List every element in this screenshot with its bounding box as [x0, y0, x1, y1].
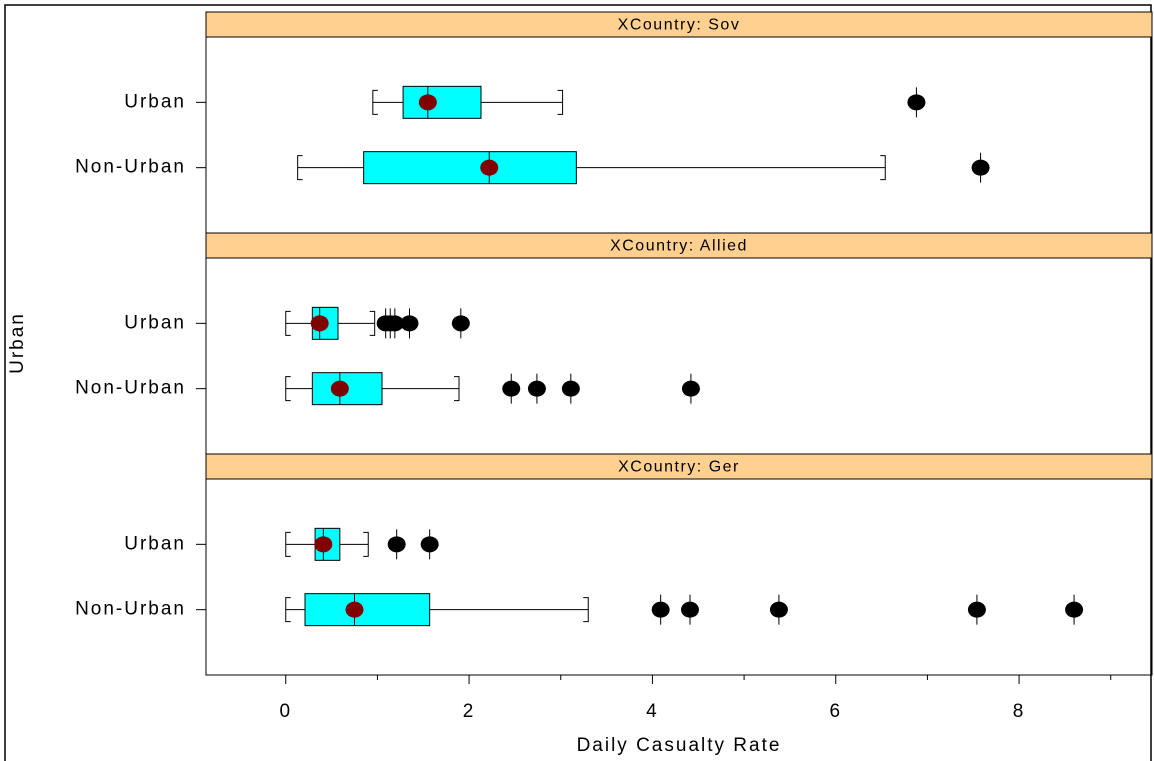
- flier: [681, 380, 700, 397]
- whisker-cap: [372, 89, 378, 115]
- box: [304, 593, 431, 627]
- whisker-cap: [454, 376, 460, 402]
- flier: [967, 601, 986, 618]
- whisker-cap: [285, 310, 291, 336]
- flier: [420, 536, 439, 553]
- y-tick-label: Non-Urban: [75, 599, 186, 620]
- flier: [681, 601, 699, 618]
- y-tick-label: Urban: [124, 312, 186, 333]
- flier: [1065, 601, 1084, 618]
- x-tick-label: 4: [646, 701, 659, 722]
- whisker-cap: [285, 531, 291, 557]
- strip: [205, 232, 1153, 259]
- strip-title: XCountry: Allied: [610, 238, 748, 255]
- whisker-cap: [557, 89, 564, 115]
- x-axis-label: Daily Casualty Rate: [577, 735, 782, 756]
- mean-marker: [418, 94, 437, 111]
- mean-marker: [314, 536, 333, 553]
- flier: [907, 94, 926, 111]
- y-axis-label: Urban: [7, 312, 28, 374]
- flier: [385, 315, 404, 332]
- x-tick-label: 2: [463, 701, 476, 722]
- box: [363, 151, 577, 185]
- y-tick-label: Non-Urban: [75, 378, 186, 399]
- whisker-cap: [369, 310, 376, 336]
- flier: [527, 380, 546, 397]
- y-tick-label: Non-Urban: [75, 157, 186, 178]
- whisker-cap: [583, 597, 589, 623]
- mean-marker: [310, 315, 329, 332]
- whisker-cap: [285, 597, 291, 623]
- whisker-cap: [297, 155, 303, 181]
- mean-marker: [345, 601, 364, 618]
- flier: [502, 380, 521, 397]
- flier: [400, 315, 419, 332]
- y-tick-label: Urban: [124, 91, 186, 112]
- mean-marker: [330, 380, 349, 397]
- panel: [205, 257, 1153, 455]
- whisker-cap: [285, 376, 291, 402]
- whisker-cap: [363, 531, 369, 557]
- panel: [205, 36, 1153, 234]
- strip-title: XCountry: Sov: [618, 17, 741, 34]
- whisker-cap: [880, 155, 886, 181]
- strip: [205, 453, 1153, 480]
- mean-marker: [480, 159, 499, 176]
- panel: [205, 478, 1153, 676]
- flier: [561, 380, 580, 397]
- x-tick-label: 0: [279, 701, 292, 722]
- flier: [971, 159, 990, 176]
- flier: [769, 601, 788, 618]
- x-tick-label: 6: [829, 701, 842, 722]
- box: [402, 85, 482, 119]
- flier: [451, 315, 470, 332]
- flier: [387, 536, 406, 553]
- strip-title: XCountry: Ger: [618, 459, 740, 476]
- x-tick-label: 8: [1013, 701, 1026, 722]
- frame: [4, 4, 1152, 761]
- y-tick-label: Urban: [124, 533, 186, 554]
- flier: [651, 601, 670, 618]
